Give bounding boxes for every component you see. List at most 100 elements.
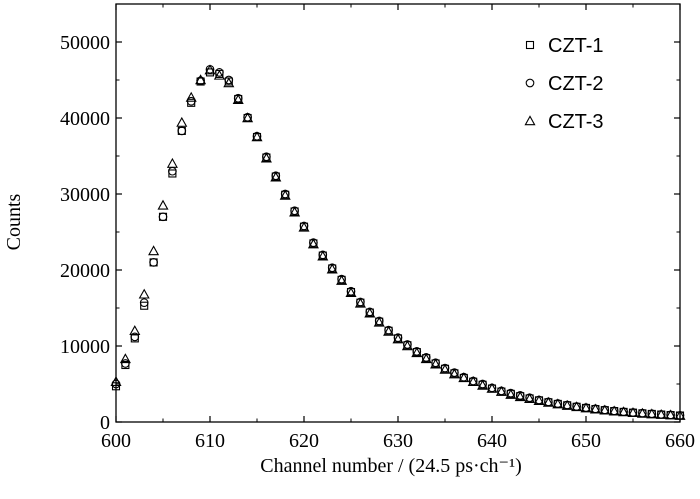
data-point (599, 404, 611, 415)
series-CZT-3 (110, 64, 686, 420)
data-point (383, 325, 395, 336)
data-point (158, 212, 168, 222)
data-marks (110, 64, 686, 420)
axes (115, 3, 681, 423)
data-point (618, 406, 630, 417)
data-point (401, 340, 413, 351)
data-point (589, 403, 601, 414)
data-point (542, 396, 554, 407)
x-tick-label-5: 650 (571, 430, 601, 452)
legend-label-CZT-2: CZT-2 (548, 73, 604, 95)
data-point (223, 77, 235, 88)
data-point (224, 75, 234, 85)
data-point (185, 91, 197, 102)
data-point (129, 325, 141, 336)
legend-marker-CZT-1 (525, 40, 535, 50)
y-tick-label-2: 20000 (60, 260, 110, 282)
data-point (627, 407, 639, 418)
y-tick-label-3: 30000 (60, 184, 110, 206)
legend-label-CZT-3: CZT-3 (548, 111, 604, 133)
data-point (232, 94, 244, 104)
x-tick-label-0: 600 (101, 430, 131, 452)
x-axis-title: Channel number / (24.5 ps·ch⁻¹) (260, 455, 522, 477)
data-point (138, 288, 150, 299)
data-point (608, 405, 620, 416)
ticks: 600 610 620 630 640 650 660 0 10000 20000 30000 400… (60, 4, 695, 452)
data-point (495, 385, 507, 396)
data-point (458, 372, 470, 383)
data-point (121, 359, 130, 368)
legend: CZT-1 CZT-2 CZT-3 (524, 35, 604, 133)
legend-label-CZT-1: CZT-1 (548, 35, 604, 57)
data-point (354, 297, 366, 308)
data-point (139, 298, 149, 308)
y-tick-label-4: 40000 (60, 108, 110, 130)
x-tick-label-3: 630 (383, 430, 413, 452)
plot-frame (115, 3, 681, 423)
data-point (196, 76, 205, 86)
data-point (552, 398, 564, 409)
data-point (467, 375, 479, 386)
data-point (674, 409, 686, 420)
legend-marker-CZT-2 (525, 78, 535, 88)
data-point (270, 171, 282, 182)
x-tick-label-2: 620 (289, 430, 319, 452)
data-point (157, 199, 169, 210)
y-tick-label-1: 10000 (60, 336, 110, 358)
data-point (524, 393, 536, 404)
data-point (439, 363, 451, 374)
x-tick-label-1: 610 (195, 430, 225, 452)
data-point (373, 316, 385, 327)
data-point (204, 64, 216, 75)
data-point (411, 347, 423, 358)
data-point (326, 263, 338, 274)
data-point (177, 126, 187, 136)
data-point (166, 157, 178, 168)
legend-marker-CZT-3 (524, 115, 536, 126)
data-point (176, 116, 188, 127)
x-tick-label-4: 640 (477, 430, 507, 452)
y-tick-label-5: 50000 (60, 32, 110, 54)
data-point (392, 333, 404, 344)
data-point (505, 388, 517, 399)
y-axis-title: Counts (3, 193, 25, 250)
data-point (580, 402, 592, 413)
data-point (279, 189, 291, 200)
data-point (336, 274, 348, 285)
data-point (307, 238, 319, 249)
data-point (260, 152, 272, 163)
data-point (345, 287, 357, 298)
data-point (149, 258, 158, 267)
data-point (646, 408, 658, 419)
data-point (448, 368, 460, 379)
data-point (636, 407, 648, 418)
data-point (364, 307, 376, 318)
data-point (655, 408, 667, 419)
data-point (561, 399, 573, 410)
data-point (195, 74, 207, 85)
data-point (168, 166, 177, 176)
data-point (298, 221, 310, 232)
data-point (215, 68, 224, 77)
data-point (148, 245, 160, 256)
data-point (514, 391, 526, 402)
data-point (486, 382, 498, 393)
data-point (130, 332, 140, 342)
data-point (420, 353, 432, 364)
data-point (430, 358, 442, 369)
y-tick-label-0: 0 (100, 412, 110, 434)
x-tick-label-6: 660 (665, 430, 695, 452)
data-point (665, 409, 677, 420)
data-point (242, 112, 254, 123)
data-point (477, 379, 489, 390)
data-point (533, 394, 545, 405)
data-point (289, 206, 301, 217)
data-point (251, 131, 263, 142)
data-point (110, 375, 122, 386)
data-point (140, 301, 149, 310)
data-point (571, 401, 583, 412)
data-point (317, 250, 329, 261)
data-point (119, 353, 131, 364)
data-point (213, 69, 225, 80)
